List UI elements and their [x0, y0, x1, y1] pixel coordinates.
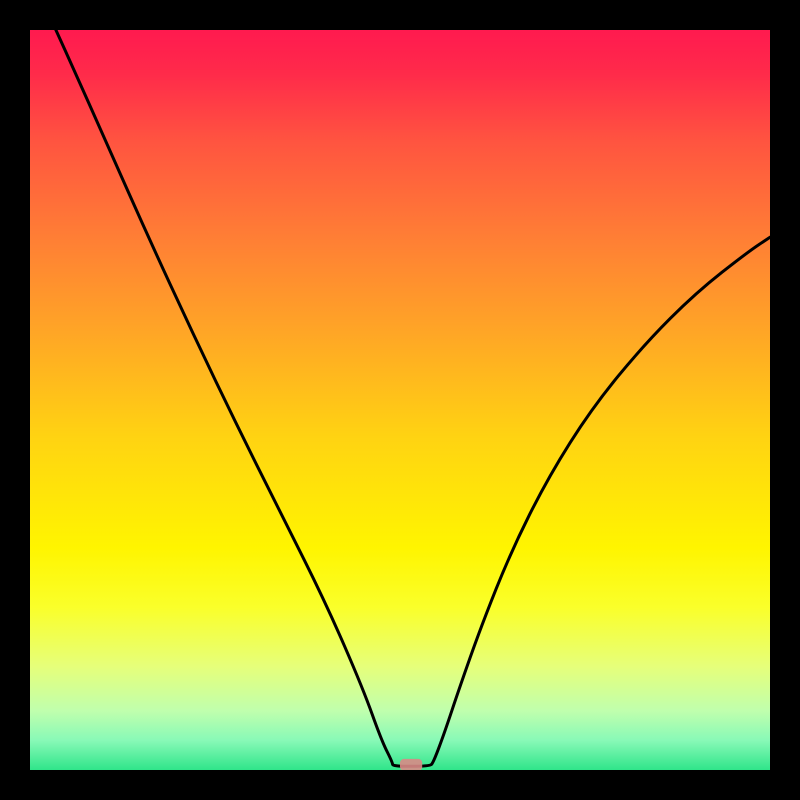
- plot-wrap: [0, 0, 800, 800]
- plot-svg: [0, 0, 800, 800]
- chart-container: TheBottleneck.com: [0, 0, 800, 800]
